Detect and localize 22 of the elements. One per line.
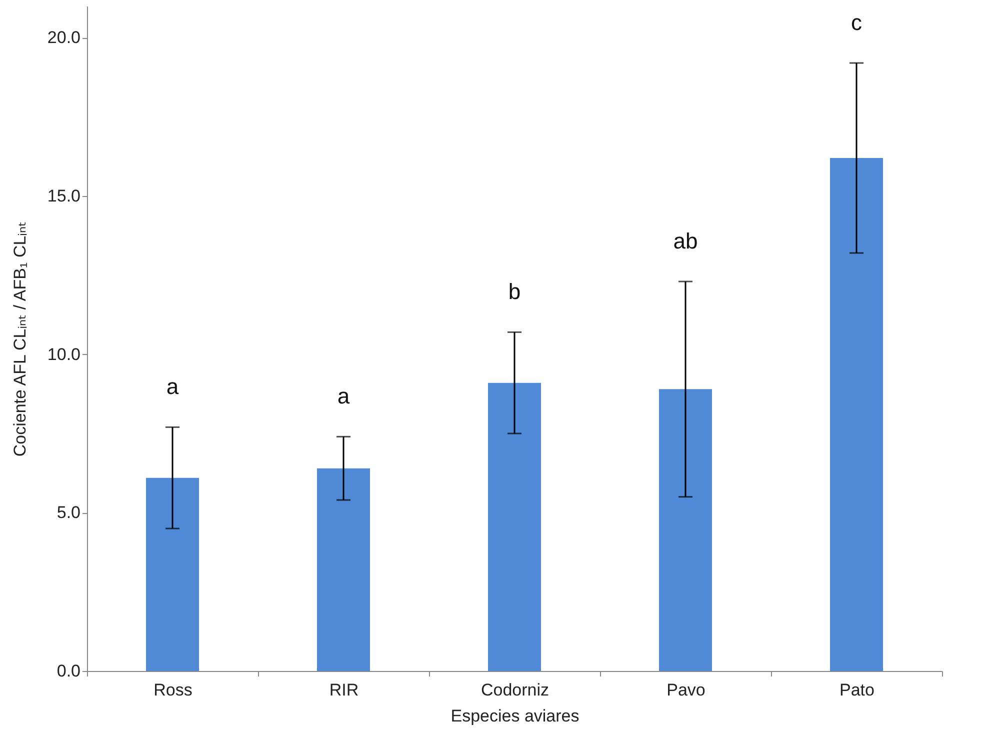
bar xyxy=(146,478,200,671)
x-tick-label: RIR xyxy=(329,680,359,700)
bar xyxy=(830,158,884,671)
x-tick-label: Ross xyxy=(154,680,192,700)
annotation: b xyxy=(508,279,521,304)
annotation: c xyxy=(851,10,862,35)
annotation: a xyxy=(166,374,180,400)
y-tick-label: 10.0 xyxy=(47,344,80,364)
annotation: ab xyxy=(673,228,698,254)
x-tick-label: Codorniz xyxy=(480,680,550,700)
x-axis-title: Especies aviares xyxy=(450,706,580,726)
x-tick-label: Pavo xyxy=(666,680,706,700)
bar xyxy=(488,382,542,671)
bar xyxy=(316,468,370,671)
x-tick-label: Pato xyxy=(840,680,874,700)
y-tick-label: 20.0 xyxy=(47,28,80,48)
y-tick-label: 5.0 xyxy=(56,503,80,522)
y-tick-label: 0.0 xyxy=(56,662,80,680)
bar xyxy=(658,389,712,671)
y-axis-title: Cociente AFL CLᵢₙₜ / AFB₁ CLᵢₙₜ xyxy=(10,221,30,457)
y-tick-label: 15.0 xyxy=(47,186,80,206)
annotation: a xyxy=(337,384,350,409)
